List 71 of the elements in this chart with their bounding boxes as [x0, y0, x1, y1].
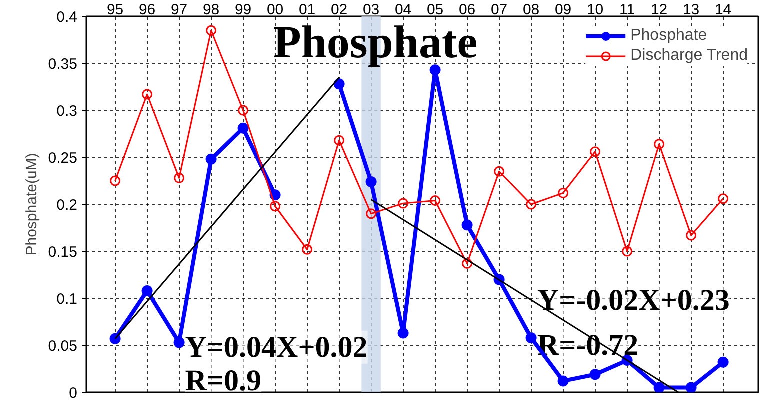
x-tick-label: 98 [202, 2, 220, 18]
x-tick-label: 09 [554, 2, 572, 18]
point [174, 172, 185, 184]
y-tick-label: 0.3 [56, 103, 78, 120]
x-tick-label: 99 [234, 2, 252, 18]
x-tick-label: 07 [490, 2, 508, 18]
x-tick-label: 06 [458, 2, 476, 18]
x-tick-label: 02 [330, 2, 348, 18]
y-tick-label: 0.15 [48, 244, 78, 261]
annotation: Y=-0.02X+0.23 [537, 284, 730, 317]
point [398, 198, 409, 209]
point [718, 194, 729, 204]
x-tick-label: 12 [650, 2, 668, 18]
point [718, 356, 729, 368]
point [174, 337, 185, 348]
point [622, 246, 633, 257]
point [654, 382, 665, 392]
chart-title: Phosphate [273, 16, 478, 68]
annotation: Y=0.04X+0.02 [185, 330, 368, 364]
point [110, 176, 121, 186]
point [590, 146, 601, 158]
point [590, 369, 601, 380]
x-tick-label: 00 [266, 2, 284, 18]
y-tick-label: 0.2 [56, 197, 78, 214]
point [366, 176, 377, 188]
x-tick-label: 03 [362, 2, 380, 18]
x-tick-label: 14 [714, 2, 732, 18]
y-tick-label: 0 [69, 385, 78, 402]
point [206, 154, 217, 165]
y-tick-label: 0.1 [56, 291, 78, 308]
point [654, 139, 665, 150]
point [142, 89, 153, 100]
point [398, 328, 409, 339]
point [238, 105, 249, 116]
x-tick-label: 95 [106, 2, 124, 18]
point [334, 135, 345, 146]
point [366, 208, 377, 220]
x-tick-label: 13 [682, 2, 700, 18]
point [270, 201, 281, 212]
legend-label: Phosphate [630, 27, 708, 45]
x-tick-label: 10 [586, 2, 604, 18]
point [686, 382, 697, 392]
y-tick-label: 0.25 [48, 150, 78, 167]
point [238, 122, 249, 134]
point [526, 332, 537, 344]
point [430, 196, 441, 206]
point [462, 258, 473, 269]
x-tick-label: 01 [298, 2, 316, 18]
point [686, 230, 697, 241]
x-tick-label: 97 [170, 2, 188, 18]
legend-label: Discharge Trend [630, 47, 748, 65]
point [558, 188, 569, 198]
point [142, 285, 153, 296]
x-tick-label: 04 [394, 2, 412, 18]
point [526, 199, 537, 210]
point [334, 78, 345, 90]
point [302, 244, 313, 255]
y-axis-title: Phosphate(uM) [23, 153, 40, 256]
point [110, 333, 121, 344]
y-tick-label: 0.05 [48, 338, 78, 355]
point [462, 220, 473, 231]
point [494, 166, 505, 177]
x-tick-label: 08 [522, 2, 540, 18]
point [558, 376, 569, 387]
y-tick-label: 0.35 [48, 56, 78, 73]
x-tick-label: 11 [620, 2, 636, 18]
x-tick-label: 96 [138, 2, 156, 18]
x-tick-label: 05 [426, 2, 444, 18]
annotation: R=0.9 [185, 364, 262, 398]
point [206, 25, 217, 36]
y-tick-label: 0.4 [56, 9, 78, 26]
